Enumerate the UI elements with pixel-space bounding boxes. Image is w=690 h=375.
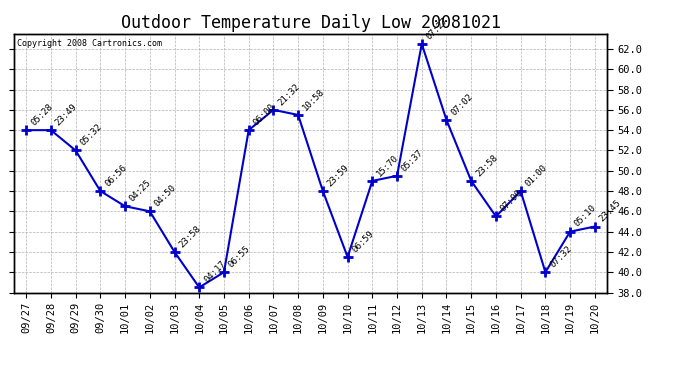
Text: 05:10: 05:10 bbox=[573, 204, 598, 229]
Text: 23:45: 23:45 bbox=[598, 198, 623, 224]
Text: 10:58: 10:58 bbox=[301, 87, 326, 112]
Text: 05:32: 05:32 bbox=[79, 122, 103, 148]
Text: 06:55: 06:55 bbox=[227, 244, 252, 269]
Text: 04:50: 04:50 bbox=[152, 183, 178, 209]
Text: Copyright 2008 Cartronics.com: Copyright 2008 Cartronics.com bbox=[17, 39, 161, 48]
Text: 05:37: 05:37 bbox=[400, 148, 425, 173]
Text: 05:28: 05:28 bbox=[29, 102, 55, 128]
Title: Outdoor Temperature Daily Low 20081021: Outdoor Temperature Daily Low 20081021 bbox=[121, 14, 500, 32]
Text: 15:70: 15:70 bbox=[375, 153, 400, 178]
Text: 23:59: 23:59 bbox=[326, 163, 351, 188]
Text: 21:32: 21:32 bbox=[276, 82, 302, 107]
Text: 07:00: 07:00 bbox=[499, 188, 524, 214]
Text: 06:59: 06:59 bbox=[351, 229, 376, 254]
Text: 04:25: 04:25 bbox=[128, 178, 153, 204]
Text: 01:00: 01:00 bbox=[524, 163, 549, 188]
Text: 07:32: 07:32 bbox=[548, 244, 573, 269]
Text: 06:00: 06:00 bbox=[251, 102, 277, 128]
Text: 07:02: 07:02 bbox=[449, 92, 475, 117]
Text: 23:58: 23:58 bbox=[177, 224, 203, 249]
Text: 04:17: 04:17 bbox=[202, 259, 228, 285]
Text: 07:27: 07:27 bbox=[424, 16, 450, 41]
Text: 23:58: 23:58 bbox=[474, 153, 500, 178]
Text: 06:56: 06:56 bbox=[103, 163, 128, 188]
Text: 23:49: 23:49 bbox=[54, 102, 79, 128]
